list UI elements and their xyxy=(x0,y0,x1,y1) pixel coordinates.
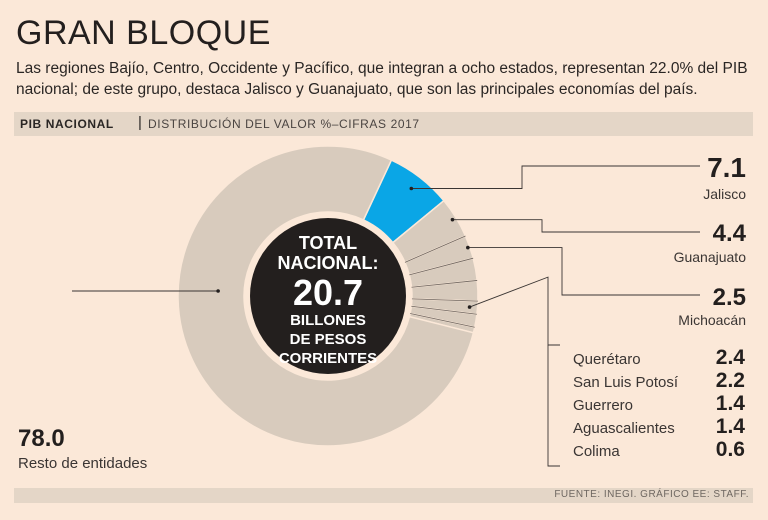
leader-line-guanajuato xyxy=(452,219,700,233)
category-label-aguascalientes: Aguascalientes xyxy=(573,420,675,437)
data-label-michoacan: 2.5 xyxy=(712,284,746,311)
data-label-resto: 78.0 xyxy=(18,425,65,452)
leader-dot-guanajuato xyxy=(450,217,455,222)
center-label-total: TOTAL xyxy=(298,233,358,253)
category-label-queretaro: Querétaro xyxy=(573,351,641,368)
leader-line-list xyxy=(469,276,560,346)
subtitle: Las regiones Bajío, Centro, Occidente y … xyxy=(16,60,748,98)
center-total-value: 20.7 xyxy=(292,272,364,313)
chart-header-subtitle: DISTRIBUCIÓN DEL VALOR %–CIFRAS 2017 xyxy=(148,117,420,131)
data-label-guanajuato: 4.4 xyxy=(712,220,746,247)
list-bracket xyxy=(547,345,560,467)
leader-dot-jalisco xyxy=(409,186,414,191)
data-label-san-luis-potosi: 2.2 xyxy=(715,369,745,392)
data-label-jalisco: 7.1 xyxy=(707,152,746,183)
category-label-guerrero: Guerrero xyxy=(573,397,634,414)
category-label-michoacan: Michoacán xyxy=(678,312,746,328)
data-label-guerrero: 1.4 xyxy=(715,392,745,415)
page-title: GRAN BLOQUE xyxy=(16,14,271,52)
leader-dot-resto xyxy=(216,289,220,293)
footer-bar: FUENTE: INEGI. GRÁFICO EE: STAFF. xyxy=(14,488,753,503)
leader-line-jalisco xyxy=(411,165,700,189)
data-label-queretaro: 2.4 xyxy=(715,346,745,369)
leader-dot-michoacan xyxy=(466,245,470,250)
category-label-san-luis-potosi: San Luis Potosí xyxy=(573,374,679,391)
source-note: FUENTE: INEGI. GRÁFICO EE: STAFF. xyxy=(554,489,749,500)
leader-line-michoacan xyxy=(467,247,700,296)
category-label-guanajuato: Guanajuato xyxy=(673,249,746,265)
chart-header-separator: | xyxy=(138,114,142,131)
center-label-nacional: NACIONAL: xyxy=(277,253,379,273)
category-label-resto: Resto de entidades xyxy=(18,455,148,472)
chart-header-bar: PIB NACIONAL | DISTRIBUCIÓN DEL VALOR %–… xyxy=(14,112,753,136)
category-label-jalisco: Jalisco xyxy=(703,186,746,202)
center-circle xyxy=(250,218,406,374)
data-label-colima: 0.6 xyxy=(715,438,745,461)
leader-dot-list xyxy=(467,305,472,309)
chart-header-title: PIB NACIONAL xyxy=(20,117,114,131)
slice-resto xyxy=(177,145,475,447)
center-label-billones: BILLONES xyxy=(290,312,366,329)
small-slice-dividers xyxy=(404,235,478,328)
data-label-aguascalientes: 1.4 xyxy=(715,415,745,438)
category-label-colima: Colima xyxy=(573,443,620,460)
center-label-pesos: DE PESOS xyxy=(289,331,367,348)
center-label-corrientes: CORRIENTES xyxy=(278,350,378,367)
